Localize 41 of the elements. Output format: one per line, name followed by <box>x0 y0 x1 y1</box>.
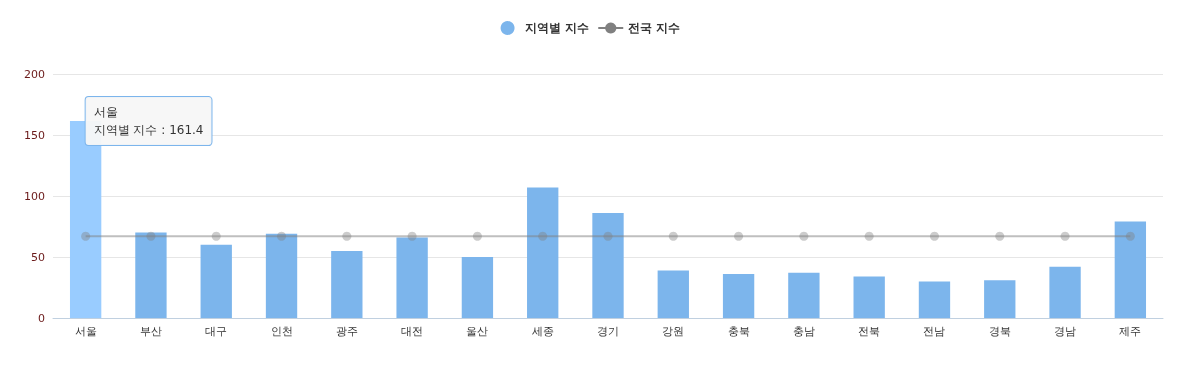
bar <box>592 213 624 318</box>
legend-label: 전국 지수 <box>628 21 681 35</box>
x-tick-label: 울산 <box>466 325 489 338</box>
x-tick-label: 경북 <box>988 325 1011 338</box>
x-tick-label: 전북 <box>858 325 881 338</box>
x-tick-label: 경남 <box>1054 325 1077 338</box>
bar <box>527 187 559 318</box>
bar <box>853 276 885 318</box>
annotation: 서울 지역별 지수 : 161.4 <box>93 105 204 138</box>
y-tick-label: 100 <box>24 189 45 203</box>
x-tick-label: 대전 <box>401 325 424 338</box>
x-tick-label: 전남 <box>923 325 946 338</box>
x-tick-label: 대구 <box>205 325 228 338</box>
bar <box>918 281 951 318</box>
x-tick-label: 서울 <box>74 325 97 338</box>
bar <box>396 237 428 318</box>
y-tick-label: 0 <box>38 311 45 325</box>
x-tick-label: 충북 <box>727 325 750 338</box>
bar <box>1049 266 1081 318</box>
bar <box>200 244 232 318</box>
bar <box>788 272 820 318</box>
x-tick-label: 부산 <box>139 325 162 338</box>
bar <box>331 250 363 318</box>
y-tick-label: 50 <box>31 250 45 264</box>
bar <box>722 274 755 318</box>
x-tick-label: 광주 <box>335 325 358 338</box>
y-tick-label: 200 <box>24 67 45 81</box>
x-tick-label: 제주 <box>1119 325 1142 338</box>
bar <box>135 232 167 318</box>
x-tick-label: 세종 <box>531 325 554 338</box>
x-tick-label: 경기 <box>597 325 619 338</box>
x-tick-label: 인천 <box>270 325 293 338</box>
legend-label: 지역별 지수 <box>525 21 590 35</box>
bar <box>657 270 689 318</box>
x-tick-label: 충남 <box>792 325 815 338</box>
bar <box>265 233 298 318</box>
bar <box>1114 221 1147 318</box>
x-tick-label: 강원 <box>662 325 685 338</box>
bar <box>984 280 1016 318</box>
bar <box>461 257 494 318</box>
y-tick-label: 150 <box>24 128 45 142</box>
